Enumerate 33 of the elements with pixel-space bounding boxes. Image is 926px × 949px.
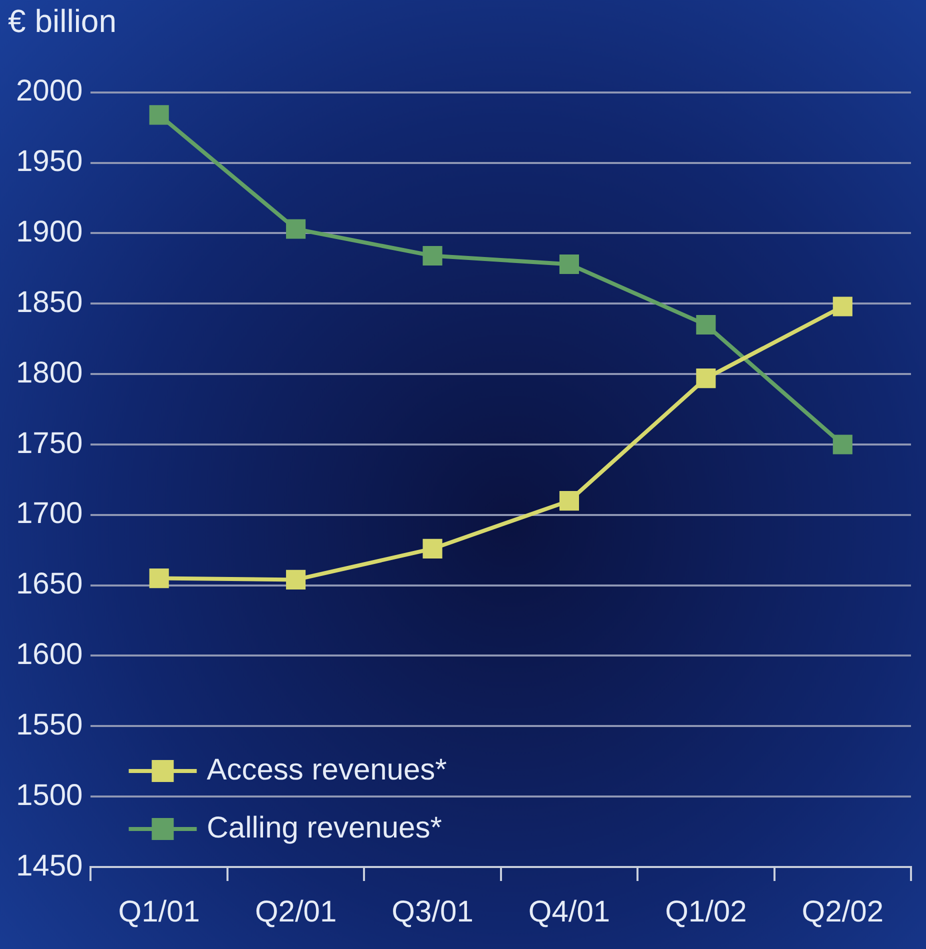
y-tick-label: 1700 xyxy=(16,497,83,530)
y-tick-label: 1500 xyxy=(16,778,83,812)
point xyxy=(149,105,169,125)
x-tick-label: Q1/01 xyxy=(118,895,200,928)
y-axis-title: € billion xyxy=(8,3,117,40)
point xyxy=(559,491,580,511)
legend-label: Access revenues* xyxy=(206,753,448,786)
y-tick-label: 1900 xyxy=(16,216,83,248)
point xyxy=(149,568,169,588)
x-tick-label: Q2/01 xyxy=(254,895,337,928)
point xyxy=(286,219,306,239)
y-tick-label: 1750 xyxy=(16,426,83,460)
y-tick-label: 2000 xyxy=(16,74,83,108)
point xyxy=(422,538,442,558)
y-tick-label: 1650 xyxy=(16,568,83,601)
point xyxy=(422,246,442,266)
y-tick-label: 1850 xyxy=(16,286,83,319)
y-tick-label: 1950 xyxy=(16,145,83,178)
point xyxy=(559,254,580,274)
x-tick-label: Q1/02 xyxy=(665,895,747,928)
y-tick-label: 1600 xyxy=(16,638,83,672)
point xyxy=(696,315,716,335)
point xyxy=(832,434,852,454)
x-tick-label: Q3/01 xyxy=(392,895,474,928)
legend-label: Calling revenues* xyxy=(206,811,442,844)
y-tick-label: 1800 xyxy=(16,356,83,390)
point xyxy=(696,368,716,388)
point xyxy=(832,296,852,316)
point xyxy=(286,570,306,590)
x-tick-label: Q4/01 xyxy=(528,895,610,928)
x-tick-label: Q2/02 xyxy=(802,895,884,928)
y-tick-label: 1550 xyxy=(16,708,83,742)
y-tick-label: 1450 xyxy=(16,849,83,882)
